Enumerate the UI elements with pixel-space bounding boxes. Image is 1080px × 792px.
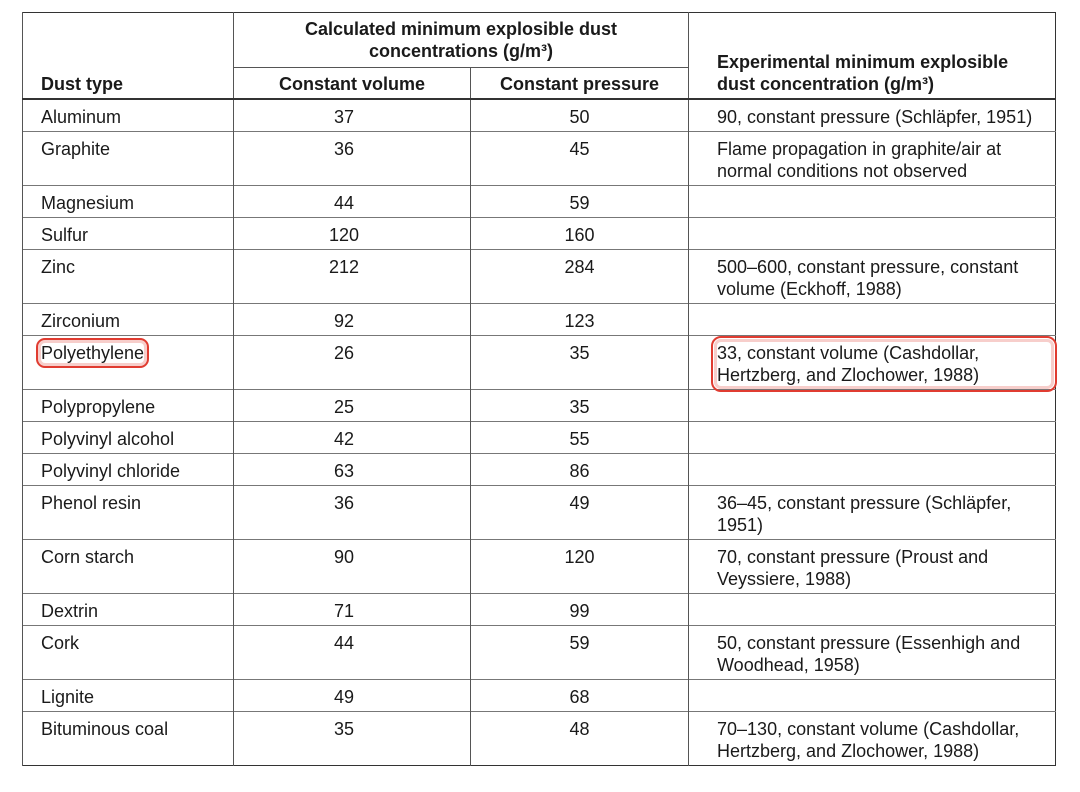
table-cell: 68 xyxy=(469,679,689,712)
table-row: Polyethylene 26 35 33, constant volume (Cas… xyxy=(22,335,1058,392)
table-cell xyxy=(688,389,1056,422)
table-cell: Sulfur xyxy=(22,217,234,250)
table-cell: 44 xyxy=(233,185,471,218)
table-row: Bituminous coal 35 48 70–130, constant volu… xyxy=(22,711,1056,766)
table-cell: Phenol resin xyxy=(22,485,234,540)
table-cell: Graphite xyxy=(22,131,234,186)
table-cell: 36 xyxy=(233,131,471,186)
table-cell: 71 xyxy=(233,593,471,626)
table-cell: Cork xyxy=(22,625,234,680)
table-cell: Dextrin xyxy=(22,593,234,626)
table-cell: Corn starch xyxy=(22,539,234,594)
table-cell: 59 xyxy=(469,625,689,680)
table-cell: Aluminum xyxy=(22,98,234,132)
data-table: Dust type Calculated minimum explosible … xyxy=(22,12,1058,766)
header-cell: Dust type xyxy=(22,12,234,100)
table-cell: 48 xyxy=(469,711,689,766)
table-cell xyxy=(688,679,1056,712)
table-cell: 55 xyxy=(469,421,689,454)
table-cell: 36 xyxy=(233,485,471,540)
header-cell: Experimental minimum explosible dust con… xyxy=(688,12,1056,100)
table-cell: 123 xyxy=(469,303,689,336)
table-cell: 36–45, constant pressure (Schläpfer, 195… xyxy=(688,485,1056,540)
table-cell xyxy=(688,453,1056,486)
table-cell: Polyvinyl alcohol xyxy=(22,421,234,454)
table-cell: Polyvinyl chloride xyxy=(22,453,234,486)
header-cell: Calculated minimum explosible dust conce… xyxy=(232,12,689,68)
table-cell: 35 xyxy=(469,389,689,422)
table-cell: 99 xyxy=(469,593,689,626)
table-cell: 284 xyxy=(469,249,689,304)
table-cell: Magnesium xyxy=(22,185,234,218)
table-row: Aluminum 37 50 90, constant pressure (Schlä… xyxy=(22,98,1056,132)
table-cell: Polyethylene xyxy=(22,335,234,390)
table-cell: Polypropylene xyxy=(22,389,234,422)
table-cell: 59 xyxy=(469,185,689,218)
table-cell: Lignite xyxy=(22,679,234,712)
table-cell: 26 xyxy=(233,335,471,390)
table-row: Dextrin 71 99 xyxy=(22,593,1056,626)
table-cell: 44 xyxy=(233,625,471,680)
table-cell xyxy=(688,593,1056,626)
table-cell: 33, constant volume (Cashdollar, Hertzbe… xyxy=(688,335,1058,392)
highlighted-text: Polyethylene xyxy=(35,338,150,368)
table-row: Corn starch 90 120 70, constant pressure (P… xyxy=(22,539,1056,594)
table-cell: Zirconium xyxy=(22,303,234,336)
highlighted-text: 33, constant volume (Cashdollar, Hertzbe… xyxy=(711,336,1058,392)
table-row: Polypropylene 25 35 xyxy=(22,389,1056,422)
table-cell: 45 xyxy=(469,131,689,186)
table-row: Cork 44 59 50, constant pressure (Essenhigh… xyxy=(22,625,1056,680)
table-row: Polyvinyl chloride 63 86 xyxy=(22,453,1056,486)
table-cell xyxy=(688,303,1056,336)
table-row: Sulfur 120 160 xyxy=(22,217,1056,250)
header-cell: Constant pressure xyxy=(469,67,689,100)
table-cell: 37 xyxy=(233,98,471,132)
table-cell: 49 xyxy=(469,485,689,540)
table-row: Lignite 49 68 xyxy=(22,679,1056,712)
table-cell: 500–600, constant pressure, constant vol… xyxy=(688,249,1056,304)
table-row: Magnesium 44 59 xyxy=(22,185,1056,218)
table-body: Aluminum 37 50 90, constant pressure (Schlä… xyxy=(22,98,1058,766)
table-cell: 90, constant pressure (Schläpfer, 1951) xyxy=(688,98,1056,132)
table-cell: 70, constant pressure (Proust and Veyssi… xyxy=(688,539,1056,594)
table-cell: 63 xyxy=(233,453,471,486)
table-cell: 160 xyxy=(469,217,689,250)
table-cell: 25 xyxy=(233,389,471,422)
table-cell: Flame propagation in graphite/air at nor… xyxy=(688,131,1056,186)
header-cell: Constant volume xyxy=(233,67,471,100)
table-row: Zirconium 92 123 xyxy=(22,303,1056,336)
table-cell xyxy=(688,185,1056,218)
table-cell: 120 xyxy=(469,539,689,594)
table-cell: 70–130, constant volume (Cashdollar, Her… xyxy=(688,711,1056,766)
table-cell: 90 xyxy=(233,539,471,594)
table-row: Polyvinyl alcohol 42 55 xyxy=(22,421,1056,454)
table-cell: 50, constant pressure (Essenhigh and Woo… xyxy=(688,625,1056,680)
table-cell: 49 xyxy=(233,679,471,712)
table-cell: 92 xyxy=(233,303,471,336)
table-row: Phenol resin 36 49 36–45, constant pressure… xyxy=(22,485,1056,540)
table-row: Graphite 36 45 Flame propagation in graphit… xyxy=(22,131,1056,186)
table-cell: 86 xyxy=(469,453,689,486)
table-cell: Bituminous coal xyxy=(22,711,234,766)
table-cell: 50 xyxy=(469,98,689,132)
table-cell xyxy=(688,217,1056,250)
table-cell: 35 xyxy=(469,335,689,390)
table-cell: 212 xyxy=(233,249,471,304)
table-cell: 42 xyxy=(233,421,471,454)
table-cell xyxy=(688,421,1056,454)
table-row: Zinc 212 284 500–600, constant pressure, co… xyxy=(22,249,1056,304)
table-cell: Zinc xyxy=(22,249,234,304)
table-cell: 35 xyxy=(233,711,471,766)
table-cell: 120 xyxy=(233,217,471,250)
